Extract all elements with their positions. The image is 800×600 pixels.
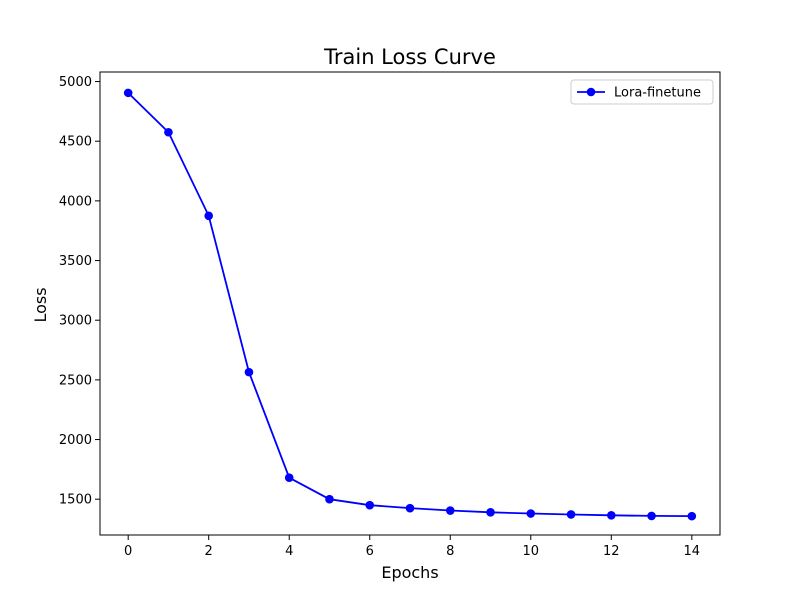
data-point: [123, 88, 133, 98]
axes-frame: [99, 71, 721, 536]
x-tick-label: 0: [124, 544, 132, 559]
legend-label: Lora-finetune: [614, 86, 701, 101]
y-tick-label: 4000: [59, 194, 92, 209]
data-point: [486, 508, 495, 517]
y-tick-label: 1500: [59, 493, 92, 508]
plot-area: [123, 88, 697, 521]
data-point: [647, 511, 656, 521]
y-tick-label: 4500: [59, 135, 92, 150]
y-tick-label: 2500: [59, 373, 92, 388]
x-tick-label: 8: [446, 544, 454, 559]
x-tick-label: 6: [366, 544, 374, 559]
series-line: [127, 92, 692, 518]
x-tick-label: 10: [523, 544, 540, 559]
data-point: [445, 506, 455, 515]
legend-box: [570, 79, 714, 105]
y-tick-label: 3500: [59, 254, 92, 269]
data-point: [526, 509, 536, 518]
y-tick-label: 5000: [59, 75, 92, 90]
data-point: [284, 473, 294, 483]
x-axis-ticks: 0 2 4 6 8 10 12 14: [124, 535, 700, 559]
x-tick-label: 12: [603, 544, 620, 559]
data-point: [566, 510, 576, 519]
y-tick-label: 2000: [59, 433, 92, 448]
y-tick-label: 3000: [59, 314, 92, 329]
x-axis-label: Epochs: [381, 563, 438, 582]
chart-title: Train Loss Curve: [323, 45, 496, 69]
data-point: [365, 500, 375, 510]
x-tick-label: 2: [205, 544, 213, 559]
data-point: [244, 367, 254, 377]
data-point: [325, 494, 334, 504]
legend-marker: [586, 87, 596, 97]
x-tick-label: 14: [684, 544, 701, 559]
data-point: [164, 127, 173, 137]
data-point: [405, 503, 415, 513]
legend: Lora-finetune: [570, 79, 714, 105]
x-tick-label: 4: [285, 544, 293, 559]
data-point: [606, 511, 616, 520]
data-point: [204, 211, 214, 221]
y-axis-ticks: 1500 2000 2500 3000 3500 4000 4500 5000: [59, 75, 100, 508]
data-point: [687, 511, 697, 521]
y-axis-label: Loss: [31, 287, 50, 322]
